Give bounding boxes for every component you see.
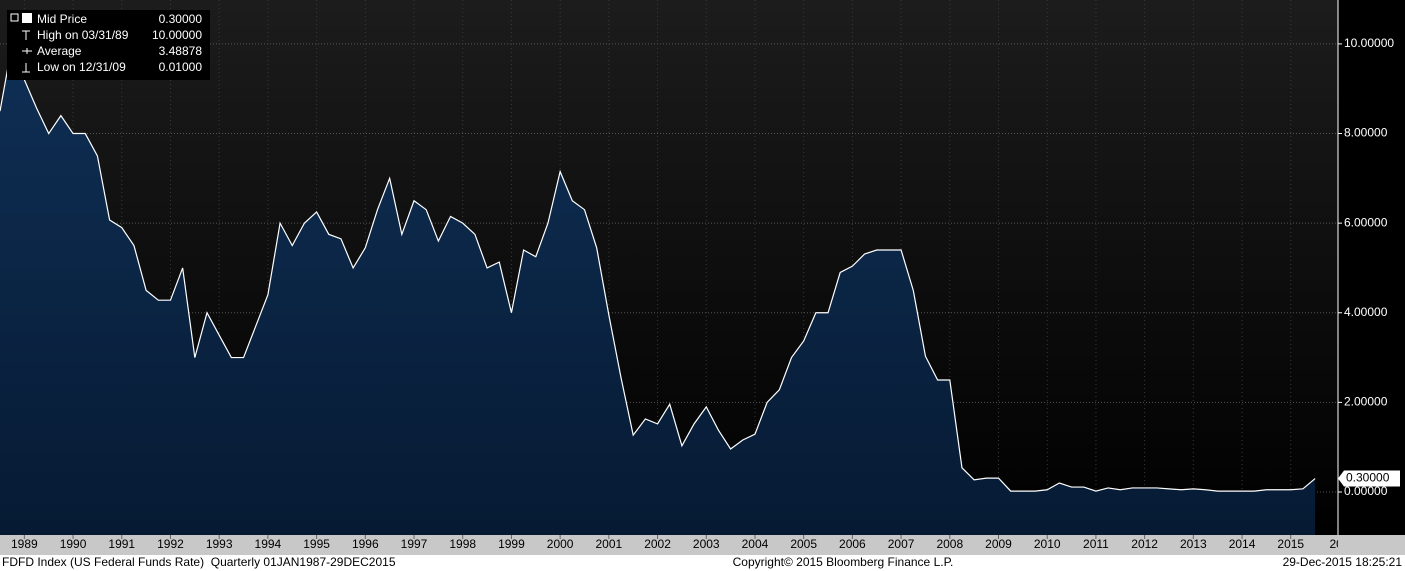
x-tick-label: 2012 [1131, 537, 1158, 551]
legend-swatch [22, 13, 32, 23]
legend-label: Low on 12/31/09 [37, 60, 126, 74]
x-tick-label: 1991 [108, 537, 135, 551]
legend-icon [22, 30, 30, 40]
legend-label: High on 03/31/89 [37, 28, 129, 42]
last-value-flag [1338, 470, 1400, 487]
x-tick-label: 2011 [1083, 537, 1109, 551]
footer-center: Copyright© 2015 Bloomberg Finance L.P. [733, 555, 954, 569]
line [0, 41, 1316, 492]
x-tick-label: 2001 [595, 537, 622, 551]
legend-icon [22, 48, 32, 54]
last-value-label: 0.30000 [1346, 471, 1390, 485]
footer [0, 555, 1405, 571]
x-tick-label: 1994 [255, 537, 282, 551]
x-tick-label: 1997 [401, 537, 428, 551]
x-tick-label: 2015 [1277, 537, 1304, 551]
area [0, 43, 1316, 535]
x-tick-label: 2009 [985, 537, 1012, 551]
x-tick-label: 2005 [790, 537, 817, 551]
x-tick-label: 2002 [644, 537, 671, 551]
x-tick-label: 1995 [303, 537, 330, 551]
legend-label: Mid Price [37, 12, 87, 26]
legend-value: 0.30000 [159, 12, 203, 26]
x-tick-label: 1999 [498, 537, 525, 551]
footer-right: 29-Dec-2015 18:25:21 [1283, 555, 1403, 569]
y-tick-label: 10.00000 [1344, 36, 1394, 50]
x-tick-label: 2008 [936, 537, 963, 551]
legend-value: 10.00000 [152, 28, 202, 42]
x-tick-label: 2007 [888, 537, 915, 551]
y-tick-label: 4.00000 [1344, 305, 1388, 319]
x-tick-label: 1989 [11, 537, 38, 551]
legend-box [7, 10, 210, 80]
x-tick-label: 1998 [449, 537, 476, 551]
legend-value: 3.48878 [159, 44, 203, 58]
y-tick-label: 6.00000 [1344, 215, 1388, 229]
x-tick-label: 201 [1329, 537, 1349, 551]
x-tick-label: 2010 [1034, 537, 1061, 551]
x-tick-label: 2014 [1229, 537, 1256, 551]
x-tick-label: 2013 [1180, 537, 1207, 551]
y-tick-label: 0.00000 [1344, 484, 1388, 498]
legend-label: Average [37, 44, 82, 58]
legend-value: 0.01000 [159, 60, 203, 74]
x-tick-label: 2003 [693, 537, 720, 551]
y-tick-label: 2.00000 [1344, 395, 1388, 409]
axis-background [1338, 0, 1405, 535]
x-tick-label: 1993 [206, 537, 233, 551]
legend-icon [22, 63, 30, 73]
x-axis-strip [0, 535, 1405, 555]
x-tick-label: 2000 [547, 537, 574, 551]
x-tick-label: 2004 [742, 537, 769, 551]
x-tick-label: 1992 [157, 537, 184, 551]
legend-icon [10, 13, 19, 22]
y-tick-label: 8.00000 [1344, 126, 1388, 140]
x-tick-label: 1996 [352, 537, 379, 551]
x-tick-label: 1990 [60, 537, 87, 551]
footer-left: FDFD Index (US Federal Funds Rate) Quart… [2, 555, 396, 569]
x-tick-label: 2006 [839, 537, 866, 551]
